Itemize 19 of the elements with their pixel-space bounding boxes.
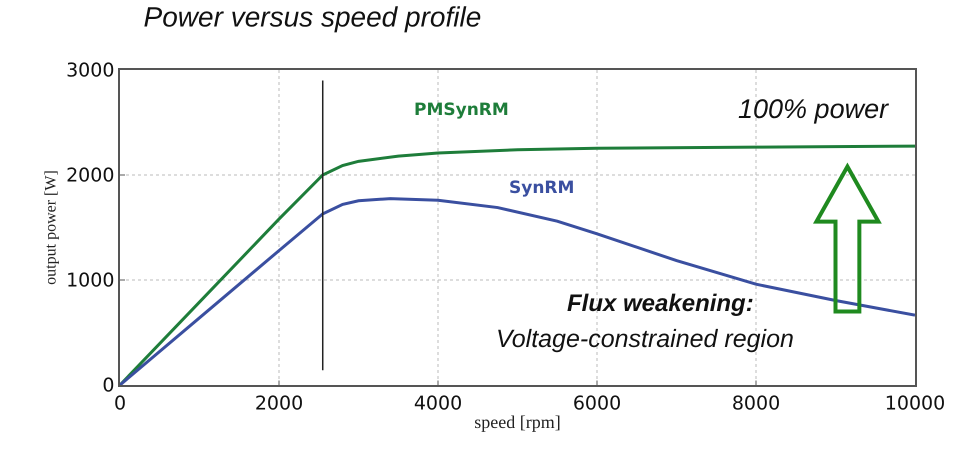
y-tick-label: 2000 [66,164,114,187]
y-axis-title: output power [W] [42,170,60,285]
x-axis-title: speed [rpm] [474,412,561,432]
y-tick-label: 0 [102,374,114,397]
chart-title: Power versus speed profile [144,1,482,32]
y-tick-label: 1000 [66,270,114,292]
x-tick-label: 4000 [414,392,462,415]
x-tick-label: 6000 [572,392,622,415]
annotation: 100% power [738,94,890,124]
annotation: Flux weakening: [567,290,754,317]
x-tick-label: 8000 [732,392,780,415]
line-series [120,197,915,385]
series-label: PMSynRM [414,100,509,120]
y-tick-label: 3000 [66,60,114,82]
series-label: SynRM [509,178,574,198]
x-tick-label: 10000 [884,392,946,415]
x-tick-label: 2000 [254,392,304,415]
line-series [120,144,915,385]
annotation: Voltage-constrained region [496,325,794,353]
